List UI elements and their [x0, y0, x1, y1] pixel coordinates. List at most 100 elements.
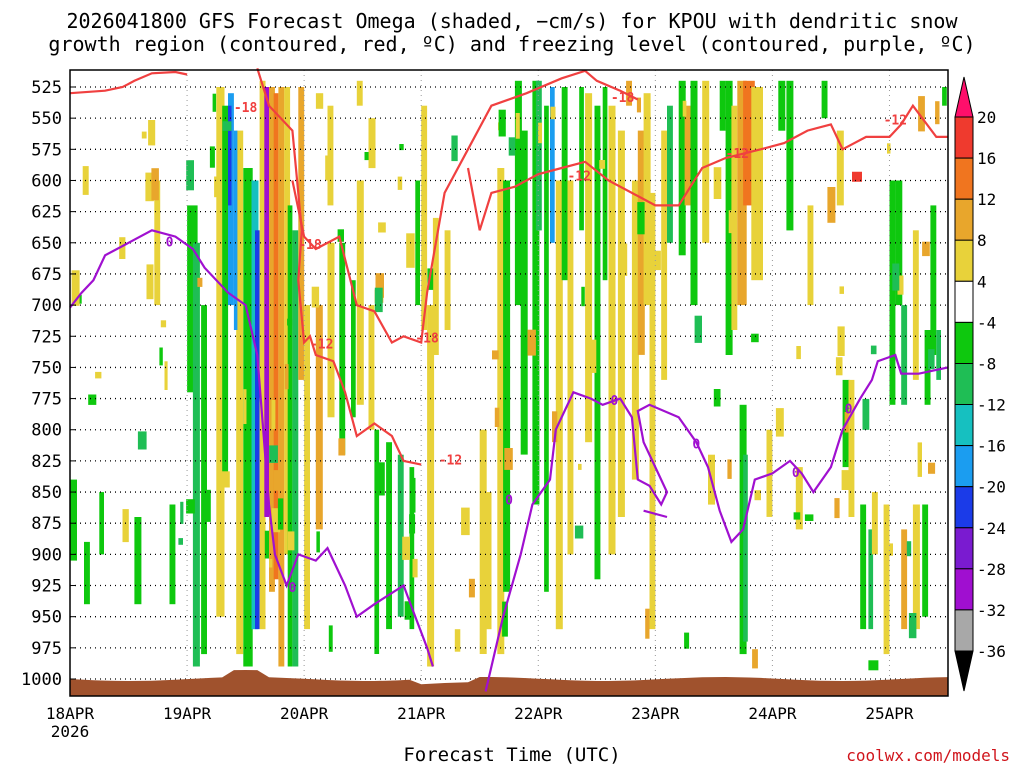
omega-cell: [451, 135, 458, 162]
omega-cell: [287, 205, 293, 667]
omega-cell: [908, 613, 917, 639]
omega-cell: [397, 176, 403, 190]
omega-cell: [795, 467, 803, 530]
omega-cell: [273, 470, 280, 491]
dgz-contour: [291, 69, 639, 344]
omega-cell: [690, 80, 698, 306]
omega-cell: [421, 105, 428, 330]
omega-cell: [169, 504, 176, 605]
x-year-label: 2026: [51, 722, 90, 741]
omega-cell: [617, 130, 625, 517]
contour-label: 0: [610, 394, 618, 409]
contour-label: 0: [289, 581, 297, 596]
omega-cell: [151, 168, 159, 201]
omega-cell: [269, 445, 278, 463]
omega-cell: [406, 233, 415, 268]
omega-cell: [636, 97, 641, 113]
freezing-level-contour: [643, 509, 668, 519]
omega-cell: [243, 389, 247, 424]
contour-label: 0: [845, 403, 853, 418]
omega-cell: [485, 492, 492, 630]
colorbar-swatch: [954, 609, 974, 652]
omega-cell: [154, 180, 161, 306]
omega-cell: [351, 280, 356, 418]
omega-cell: [918, 96, 925, 132]
chart-title-line2: growth region (contoured, red, ºC) and f…: [48, 32, 976, 56]
omega-cell: [561, 87, 568, 281]
omega-cell: [684, 632, 690, 649]
omega-cell: [924, 330, 931, 405]
y-tick-label: 950: [31, 608, 62, 628]
omega-cell: [751, 333, 759, 343]
omega-cell: [870, 345, 877, 355]
omega-cell: [287, 318, 293, 326]
omega-cell: [454, 629, 461, 652]
chart-title-line1: 2026041800 GFS Forecast Omega (shaded, −…: [66, 9, 958, 33]
omega-cell: [922, 504, 929, 617]
omega-cell: [574, 525, 584, 539]
colorbar-swatch: [954, 280, 974, 323]
omega-cell: [883, 504, 890, 655]
x-tick-label: 22APR: [514, 704, 563, 723]
omega-cell: [148, 120, 156, 146]
y-tick-label: 925: [31, 577, 62, 597]
y-tick-label: 800: [31, 421, 62, 441]
omega-cell: [727, 459, 732, 479]
y-tick-label: 725: [31, 327, 62, 347]
omega-cell: [222, 105, 229, 480]
omega-cell: [936, 330, 941, 380]
omega-cell: [502, 601, 508, 637]
omega-cell: [119, 237, 126, 259]
x-tick-label: 18APR: [46, 704, 95, 723]
omega-cell: [942, 87, 947, 106]
omega-cell: [889, 180, 896, 405]
colorbar-tick-label: -12: [977, 396, 1006, 415]
omega-cell: [461, 507, 470, 536]
y-tick-label: 900: [31, 545, 62, 565]
omega-cell: [897, 275, 904, 295]
omega-cell: [917, 442, 922, 477]
omega-shading: [70, 80, 947, 671]
omega-cell: [186, 160, 194, 191]
contour-label: 0: [792, 466, 800, 481]
omega-cell: [409, 467, 415, 630]
colorbar-tick-label: -16: [977, 437, 1006, 456]
omega-cell: [848, 379, 855, 517]
omega-cell: [835, 357, 843, 376]
omega-cell: [492, 350, 499, 360]
omega-cell: [906, 541, 912, 557]
colorbar-swatch: [954, 239, 974, 282]
omega-cell: [212, 93, 217, 112]
omega-cell: [327, 105, 334, 206]
omega-cell: [922, 241, 930, 257]
omega-cell: [222, 121, 232, 131]
contour-label: -12: [726, 147, 749, 162]
y-tick-label: 525: [31, 78, 62, 98]
omega-cell: [661, 130, 668, 380]
y-tick-label: 975: [31, 639, 62, 659]
y-tick-label: 550: [31, 109, 62, 129]
omega-cell: [377, 462, 385, 496]
x-tick-label: 24APR: [748, 704, 797, 723]
omega-cell: [287, 531, 295, 551]
omega-cell: [186, 499, 195, 514]
contour-label: 0: [166, 236, 174, 251]
omega-cell: [841, 470, 849, 490]
credit-link[interactable]: coolwx.com/models: [846, 746, 1010, 765]
omega-cell: [743, 80, 755, 206]
omega-cell: [378, 222, 386, 233]
colorbar-tick-label: 8: [977, 231, 987, 250]
omega-cell: [793, 512, 801, 520]
omega-cell: [410, 477, 416, 513]
omega-cell: [271, 400, 276, 430]
omega-cell: [503, 180, 511, 592]
omega-cell: [222, 471, 230, 488]
x-tick-label: 19APR: [163, 704, 212, 723]
omega-cell: [552, 411, 558, 443]
omega-cell: [497, 168, 505, 655]
colorbar-swatch: [954, 445, 974, 488]
omega-cell: [751, 87, 763, 281]
omega-cell: [862, 398, 870, 430]
omega-cell: [269, 559, 273, 568]
omega-cell: [889, 543, 893, 556]
